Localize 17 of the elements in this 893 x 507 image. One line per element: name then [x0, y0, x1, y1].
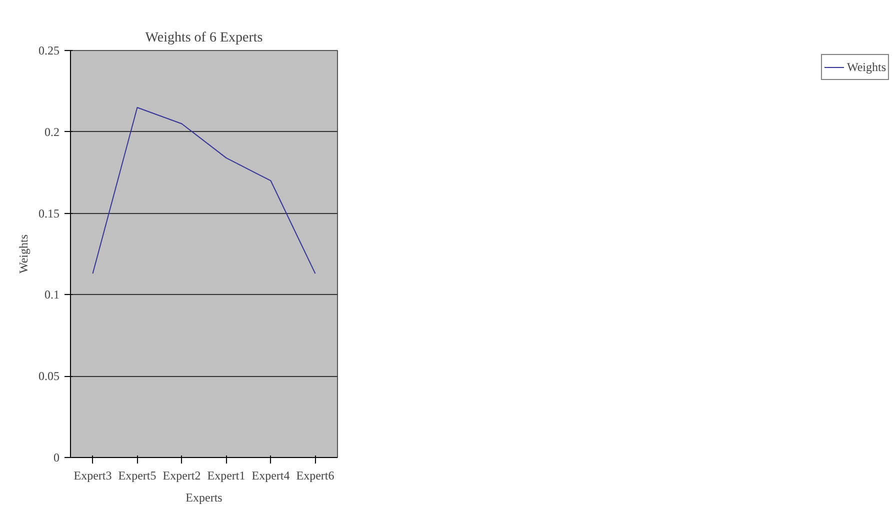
y-tick-label: 0.25 [38, 44, 60, 58]
line-series [92, 106, 316, 274]
x-tick-label: Expert1 [207, 468, 246, 482]
y-tick-label: 0.15 [38, 206, 60, 220]
y-tick-label: 0 [54, 450, 60, 464]
x-tick-label: Expert5 [118, 468, 156, 482]
y-tick-label: 0.1 [44, 288, 60, 302]
x-tick-label: Expert6 [296, 468, 334, 482]
legend-label: Weights [846, 60, 886, 74]
x-tick-label: Expert2 [162, 468, 201, 482]
x-tick-label: Expert4 [252, 468, 290, 482]
y-tick-label: 0.05 [38, 369, 60, 384]
chart-title: Weights of 6 Experts [145, 30, 263, 46]
x-tick-label: Expert3 [74, 468, 112, 482]
y-tick-label: 0.2 [44, 124, 60, 139]
x-axis-title: Experts [186, 490, 223, 504]
y-axis-title: Weights [16, 234, 30, 274]
